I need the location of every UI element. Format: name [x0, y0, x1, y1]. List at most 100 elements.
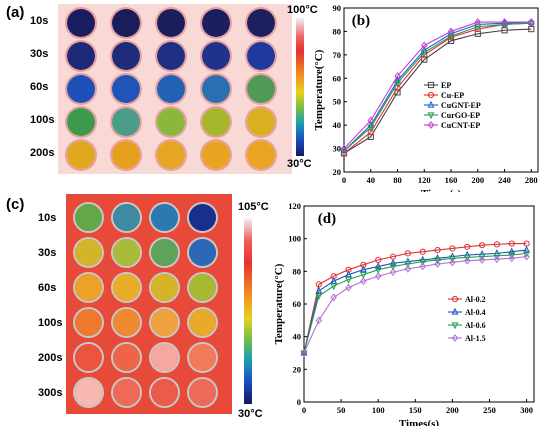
x-tick-label: 0	[302, 405, 306, 415]
sample-1-2	[151, 239, 178, 266]
colorbar-a-min: 30°C	[287, 158, 312, 170]
point-CuCNT-EP	[394, 72, 401, 80]
legend-label-Cu-EP: Cu-EP	[441, 91, 464, 100]
colorbar-a	[296, 18, 304, 156]
x-axis-label: Times(s)	[421, 188, 461, 192]
point-Al-0.2	[404, 250, 411, 257]
legend-marker-Al-1.5	[451, 334, 459, 342]
point-Al-0.2	[449, 245, 456, 252]
sample-0-4	[247, 9, 275, 37]
sample-4-4	[247, 141, 275, 169]
y-tick-label: 80	[293, 266, 302, 276]
row-label-60s: 60s	[30, 81, 49, 93]
sample-3-3	[189, 309, 216, 336]
y-tick-label: 0	[297, 397, 301, 407]
sample-2-2	[157, 75, 185, 103]
point-Al-1.5	[508, 254, 515, 263]
legend-label-Al-1.5: Al-1.5	[465, 334, 486, 343]
point-EP	[367, 133, 374, 140]
x-tick-label: 200	[471, 175, 484, 185]
point-Al-0.2	[508, 240, 515, 247]
point-CurGO-EP	[394, 80, 401, 88]
point-Al-0.2	[478, 242, 486, 249]
point-EP	[474, 30, 481, 37]
panel-c-label: (c)	[6, 196, 25, 213]
y-tick-label: 40	[293, 332, 302, 342]
y-tick-label: 20	[293, 364, 302, 374]
sample-4-0	[75, 344, 102, 371]
point-Al-0.6	[345, 276, 352, 284]
point-Al-0.6	[404, 261, 412, 269]
y-tick-label: 60	[333, 73, 342, 83]
point-Al-0.6	[448, 255, 456, 263]
legend-label-EP: EP	[441, 81, 451, 90]
y-tick-label: 60	[293, 299, 302, 309]
x-axis-label: Times(s)	[399, 418, 439, 426]
point-Al-0.4	[508, 247, 516, 255]
point-EP	[421, 56, 428, 63]
point-Al-0.6	[359, 272, 367, 279]
point-Al-1.5	[523, 252, 530, 261]
series-line-Al-0.6	[303, 252, 527, 354]
sample-4-2	[151, 344, 178, 371]
sample-4-0	[67, 141, 95, 169]
legend-marker-Al-0.6	[451, 322, 459, 330]
point-CurGO-EP	[420, 49, 428, 57]
sample-3-1	[113, 309, 140, 336]
point-Al-0.4	[330, 276, 338, 284]
sample-1-3	[189, 239, 216, 266]
sample-0-0	[67, 9, 95, 37]
point-CuCNT-EP	[447, 27, 455, 36]
sample-2-3	[202, 75, 230, 103]
point-Al-1.5	[389, 268, 397, 277]
y-axis-label: Temperature(°C)	[313, 49, 325, 130]
point-Al-0.6	[478, 254, 486, 261]
sample-2-0	[67, 75, 95, 103]
sample-1-0	[67, 42, 95, 70]
legend-marker-EP	[427, 81, 435, 89]
point-Al-0.6	[434, 257, 441, 265]
point-Al-1.5	[419, 262, 426, 271]
sample-0-3	[202, 9, 230, 37]
point-CuCNT-EP	[421, 41, 428, 50]
legend-label-Al-0.2: Al-0.2	[465, 295, 486, 304]
colorbar-a-max: 100°C	[287, 4, 318, 16]
y-tick-label: 70	[333, 50, 342, 60]
sample-0-2	[151, 204, 178, 231]
sample-1-3	[202, 42, 230, 70]
legend-marker-CuCNT-EP	[427, 121, 435, 129]
series-line-EP	[343, 28, 532, 154]
point-CuCNT-EP	[474, 18, 482, 26]
point-Al-0.2	[464, 243, 471, 250]
sample-1-4	[247, 42, 275, 70]
sample-2-1	[113, 274, 140, 301]
point-Al-0.4	[359, 265, 367, 273]
point-Al-0.4	[315, 286, 323, 294]
sample-0-1	[113, 204, 140, 231]
colorbar-c	[244, 218, 252, 404]
y-tick-label: 30	[333, 144, 342, 154]
point-Al-1.5	[434, 260, 441, 268]
point-Al-0.4	[345, 270, 352, 278]
sample-4-2	[157, 141, 185, 169]
point-Al-1.5	[463, 256, 471, 265]
legend-label-CurGO-EP: CurGO-EP	[441, 111, 480, 120]
point-CurGO-EP	[340, 148, 348, 156]
point-Al-0.6	[374, 267, 382, 274]
sample-4-3	[189, 344, 216, 371]
series-line-CuCNT-EP	[343, 21, 532, 149]
point-Al-0.6	[389, 263, 397, 271]
point-CurGO-EP	[367, 124, 375, 132]
sample-2-1	[112, 75, 140, 103]
row-label-300s: 300s	[38, 387, 63, 399]
x-tick-label: 120	[418, 175, 431, 185]
legend-label-Al-0.4: Al-0.4	[465, 308, 486, 317]
x-tick-label: 300	[520, 405, 533, 415]
sample-1-2	[157, 42, 185, 70]
sample-4-1	[112, 141, 140, 169]
colorbar-c-min: 30°C	[238, 408, 263, 420]
panel-a-label: (a)	[6, 4, 25, 21]
sample-3-2	[157, 108, 185, 136]
sample-3-3	[202, 108, 230, 136]
point-Al-0.6	[493, 253, 501, 261]
